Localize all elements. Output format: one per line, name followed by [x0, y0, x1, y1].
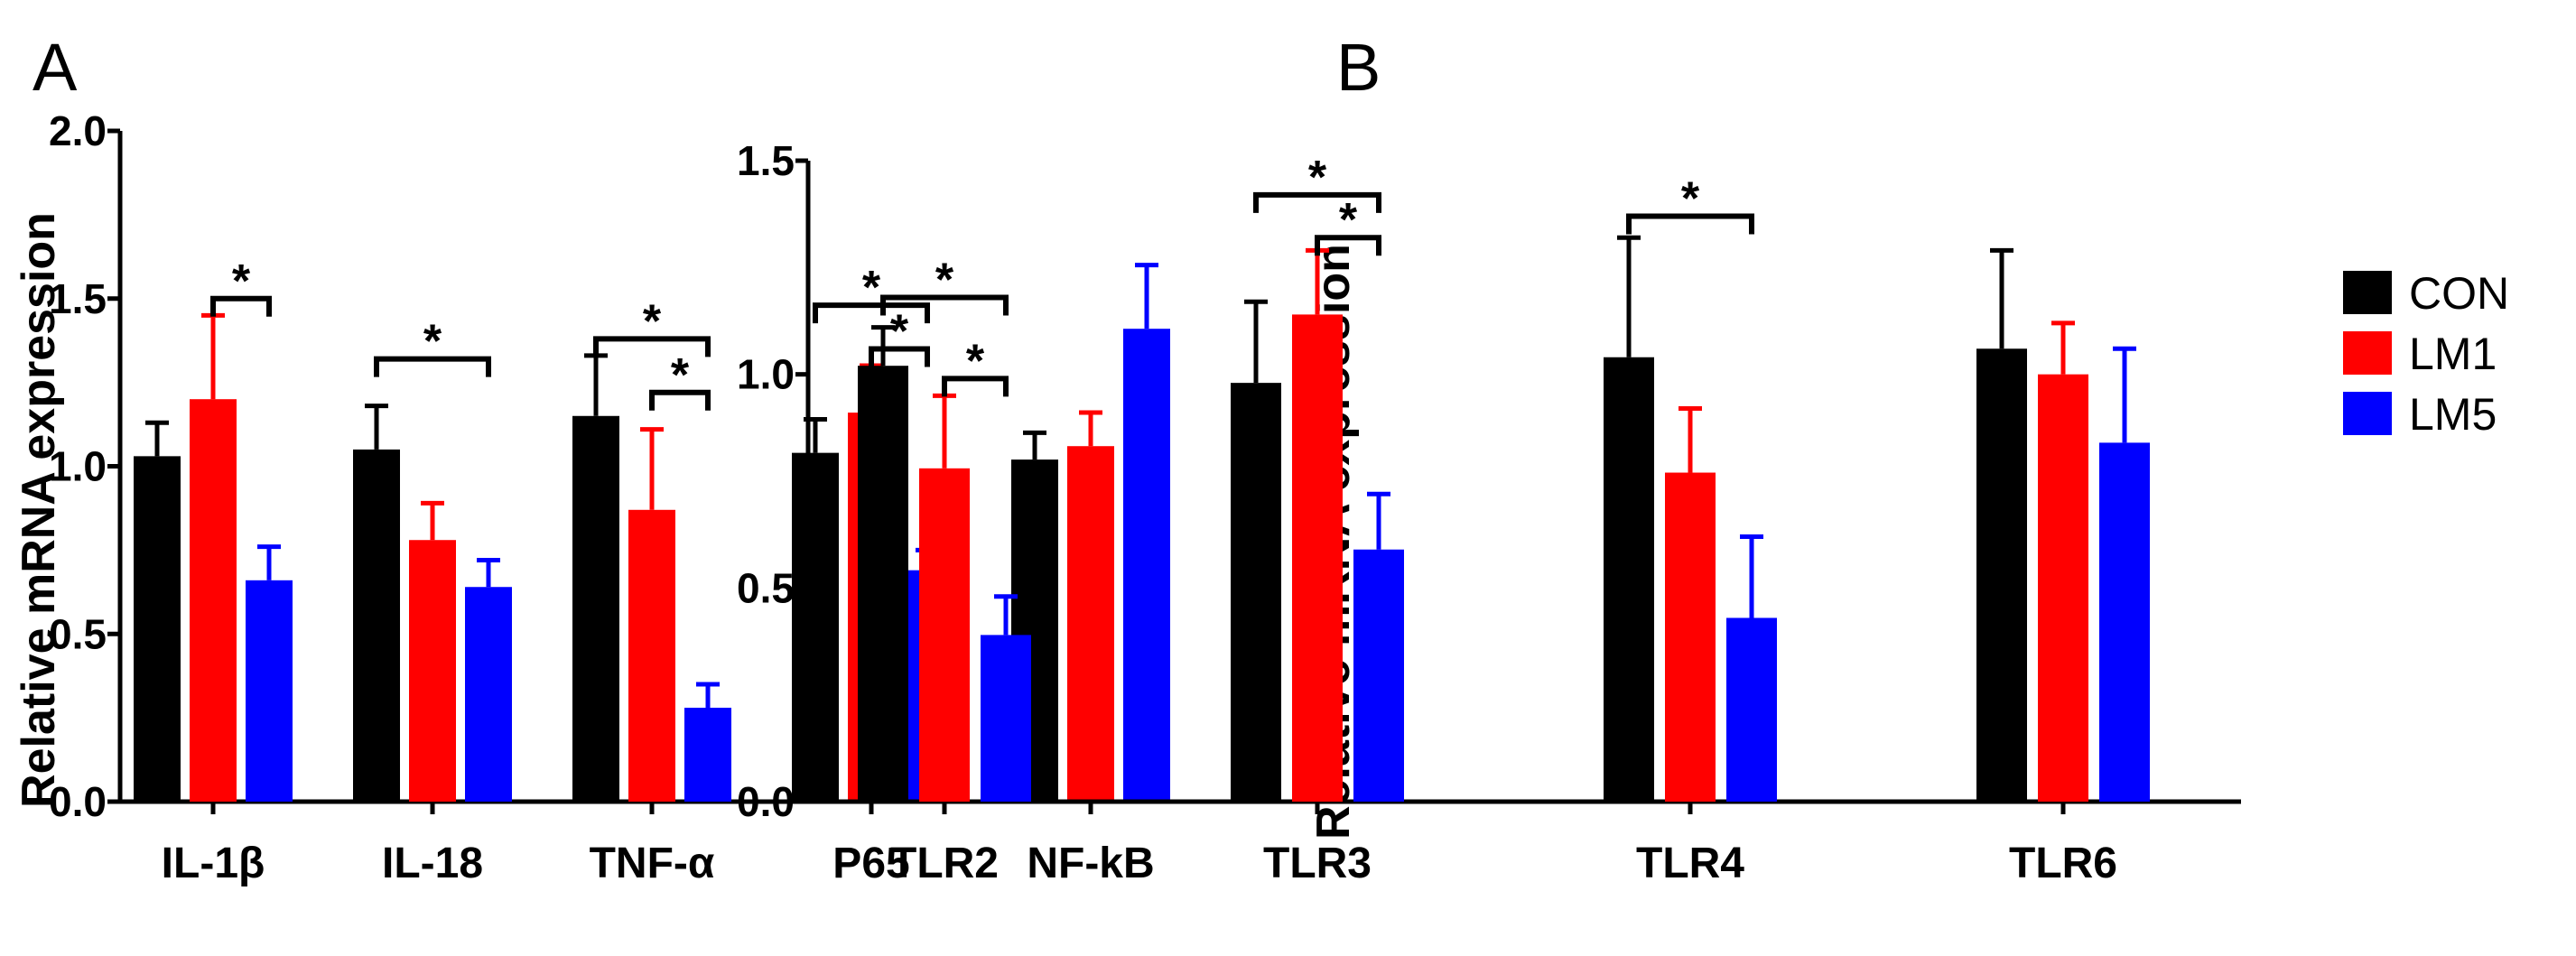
- panel-b-bar-lm1-tlr2: [919, 468, 970, 802]
- panel-a-category-label-p65: P65: [832, 840, 909, 887]
- legend-label-lm1: LM1: [2409, 329, 2497, 379]
- panel-a-significance-tnf-2-bracket: [593, 336, 711, 357]
- panel-a-bar-con-il-18: [353, 449, 400, 802]
- panel-a-bar-lm5-tnf: [684, 707, 731, 802]
- panel-a-significance-p65-4-bracket: [813, 302, 930, 324]
- panel-b-y-tick-label: 0.5: [737, 564, 795, 611]
- panel-a-plot: 0.00.51.01.52.0IL-1β IL-18 TNF-α P65 NF-kB**…: [49, 107, 1216, 887]
- panel-b-bar-lm1-tlr3: [1292, 314, 1343, 802]
- panel-a-bar-con-tnf: [572, 415, 619, 802]
- panel-b-significance-tlr3-2-star: *: [1308, 152, 1327, 204]
- panel-a: A Relative mRNA expression 0.0 0.5 1.0 1.5 2…: [13, 30, 1216, 887]
- panel-b-y-tick-label: 1.5: [737, 137, 795, 184]
- legend-label-con: CON: [2409, 268, 2509, 319]
- panel-a-significance-tnf-2-star: *: [643, 295, 662, 348]
- panel-a-significance-tnf-3-bracket: [649, 389, 711, 411]
- panel-b-category-label-tlr2: TLR2: [890, 840, 999, 887]
- panel-b-significance-tlr2-0-bracket: [880, 294, 1009, 316]
- panel-a-bar-lm1-il-1: [190, 399, 237, 802]
- panel-a-bar-lm5-il-18: [465, 587, 512, 802]
- panel-b-category-label-tlr6: TLR6: [2009, 840, 2117, 887]
- panel-b-bar-lm5-tlr6: [2099, 442, 2150, 802]
- panel-b-bar-con-tlr4: [1604, 357, 1654, 802]
- panel-b-significance-tlr2-1-star: *: [966, 335, 985, 387]
- panel-a-y-tick-label: 2.0: [49, 107, 107, 154]
- panel-a-significance-p65-5-bracket: [869, 346, 930, 367]
- panel-b-significance-tlr2-0-star: *: [935, 254, 954, 306]
- panel-a-y-tick-label: 0.5: [49, 610, 107, 657]
- panel-a-y-axis-label: Relative mRNA expression: [13, 212, 65, 808]
- panel-b-bar-lm1-tlr6: [2038, 374, 2088, 802]
- panel-b-significance-tlr3-2-bracket: [1253, 191, 1381, 213]
- panel-b-bar-con-tlr6: [1976, 348, 2027, 802]
- panel-b-y-tick-label: 0.0: [737, 778, 795, 825]
- legend: CON LM1 LM5: [2343, 268, 2509, 440]
- panel-a-significance-il-18-1-bracket: [374, 356, 491, 377]
- panel-a-bar-lm1-il-18: [409, 540, 456, 802]
- panel-b-y-tick-label: 1.0: [737, 351, 795, 398]
- panel-a-bar-con-il-1: [134, 456, 181, 802]
- panel-a-category-label-tnf: TNF-α: [590, 840, 715, 887]
- panel-b: B Relative mRNA expression 0.00.51.01.5T…: [737, 30, 2241, 887]
- panel-b-bar-con-tlr2: [858, 366, 908, 802]
- panel-b-bar-con-tlr3: [1231, 383, 1281, 802]
- panel-a-category-label-il-18: IL-18: [382, 840, 483, 887]
- panel-a-y-tick-label: 1.5: [49, 275, 107, 322]
- panel-a-y-tick-label: 0.0: [49, 778, 107, 825]
- panel-b-bar-lm1-tlr4: [1665, 472, 1716, 802]
- panel-a-significance-tnf-3-star: *: [671, 349, 690, 402]
- legend-swatch-lm1: [2343, 331, 2392, 375]
- panel-b-bar-lm5-tlr2: [981, 635, 1031, 802]
- panel-b-significance-tlr3-3-bracket: [1315, 235, 1381, 256]
- panel-b-bar-lm5-tlr4: [1726, 617, 1777, 802]
- panel-b-bar-lm5-tlr3: [1353, 549, 1404, 802]
- legend-swatch-con: [2343, 271, 2392, 314]
- panel-a-bar-lm5-il-1: [246, 580, 293, 802]
- panel-b-category-label-tlr3: TLR3: [1263, 840, 1372, 887]
- legend-label-lm5: LM5: [2409, 389, 2497, 440]
- panel-a-significance-il-18-1-star: *: [423, 316, 442, 368]
- panel-a-bar-con-p65: [792, 452, 839, 802]
- panel-b-significance-tlr2-1-bracket: [942, 376, 1009, 397]
- panel-b-significance-tlr4-4-bracket: [1626, 213, 1754, 235]
- panel-a-y-tick-label: 1.0: [49, 443, 107, 490]
- panel-a-bar-lm1-nf-kb: [1067, 446, 1114, 802]
- panel-a-category-label-nf-kb: NF-kB: [1027, 840, 1154, 887]
- panel-a-category-label-il-1: IL-1β: [162, 840, 265, 887]
- panel-a-significance-il-1-0-bracket: [210, 295, 272, 317]
- panel-b-letter: B: [1336, 30, 1381, 105]
- panel-a-letter: A: [33, 30, 78, 105]
- panel-a-significance-il-1-0-star: *: [232, 255, 251, 308]
- panel-b-category-label-tlr4: TLR4: [1636, 840, 1744, 887]
- panel-a-significance-p65-4-star: *: [862, 262, 881, 314]
- panel-a-bar-lm5-nf-kb: [1123, 329, 1170, 802]
- panel-a-bar-lm1-tnf: [628, 509, 675, 802]
- panel-b-significance-tlr3-3-star: *: [1339, 194, 1358, 246]
- panel-a-significance-p65-5-star: *: [890, 305, 909, 357]
- legend-swatch-lm5: [2343, 392, 2392, 435]
- panel-b-significance-tlr4-4-star: *: [1681, 173, 1700, 226]
